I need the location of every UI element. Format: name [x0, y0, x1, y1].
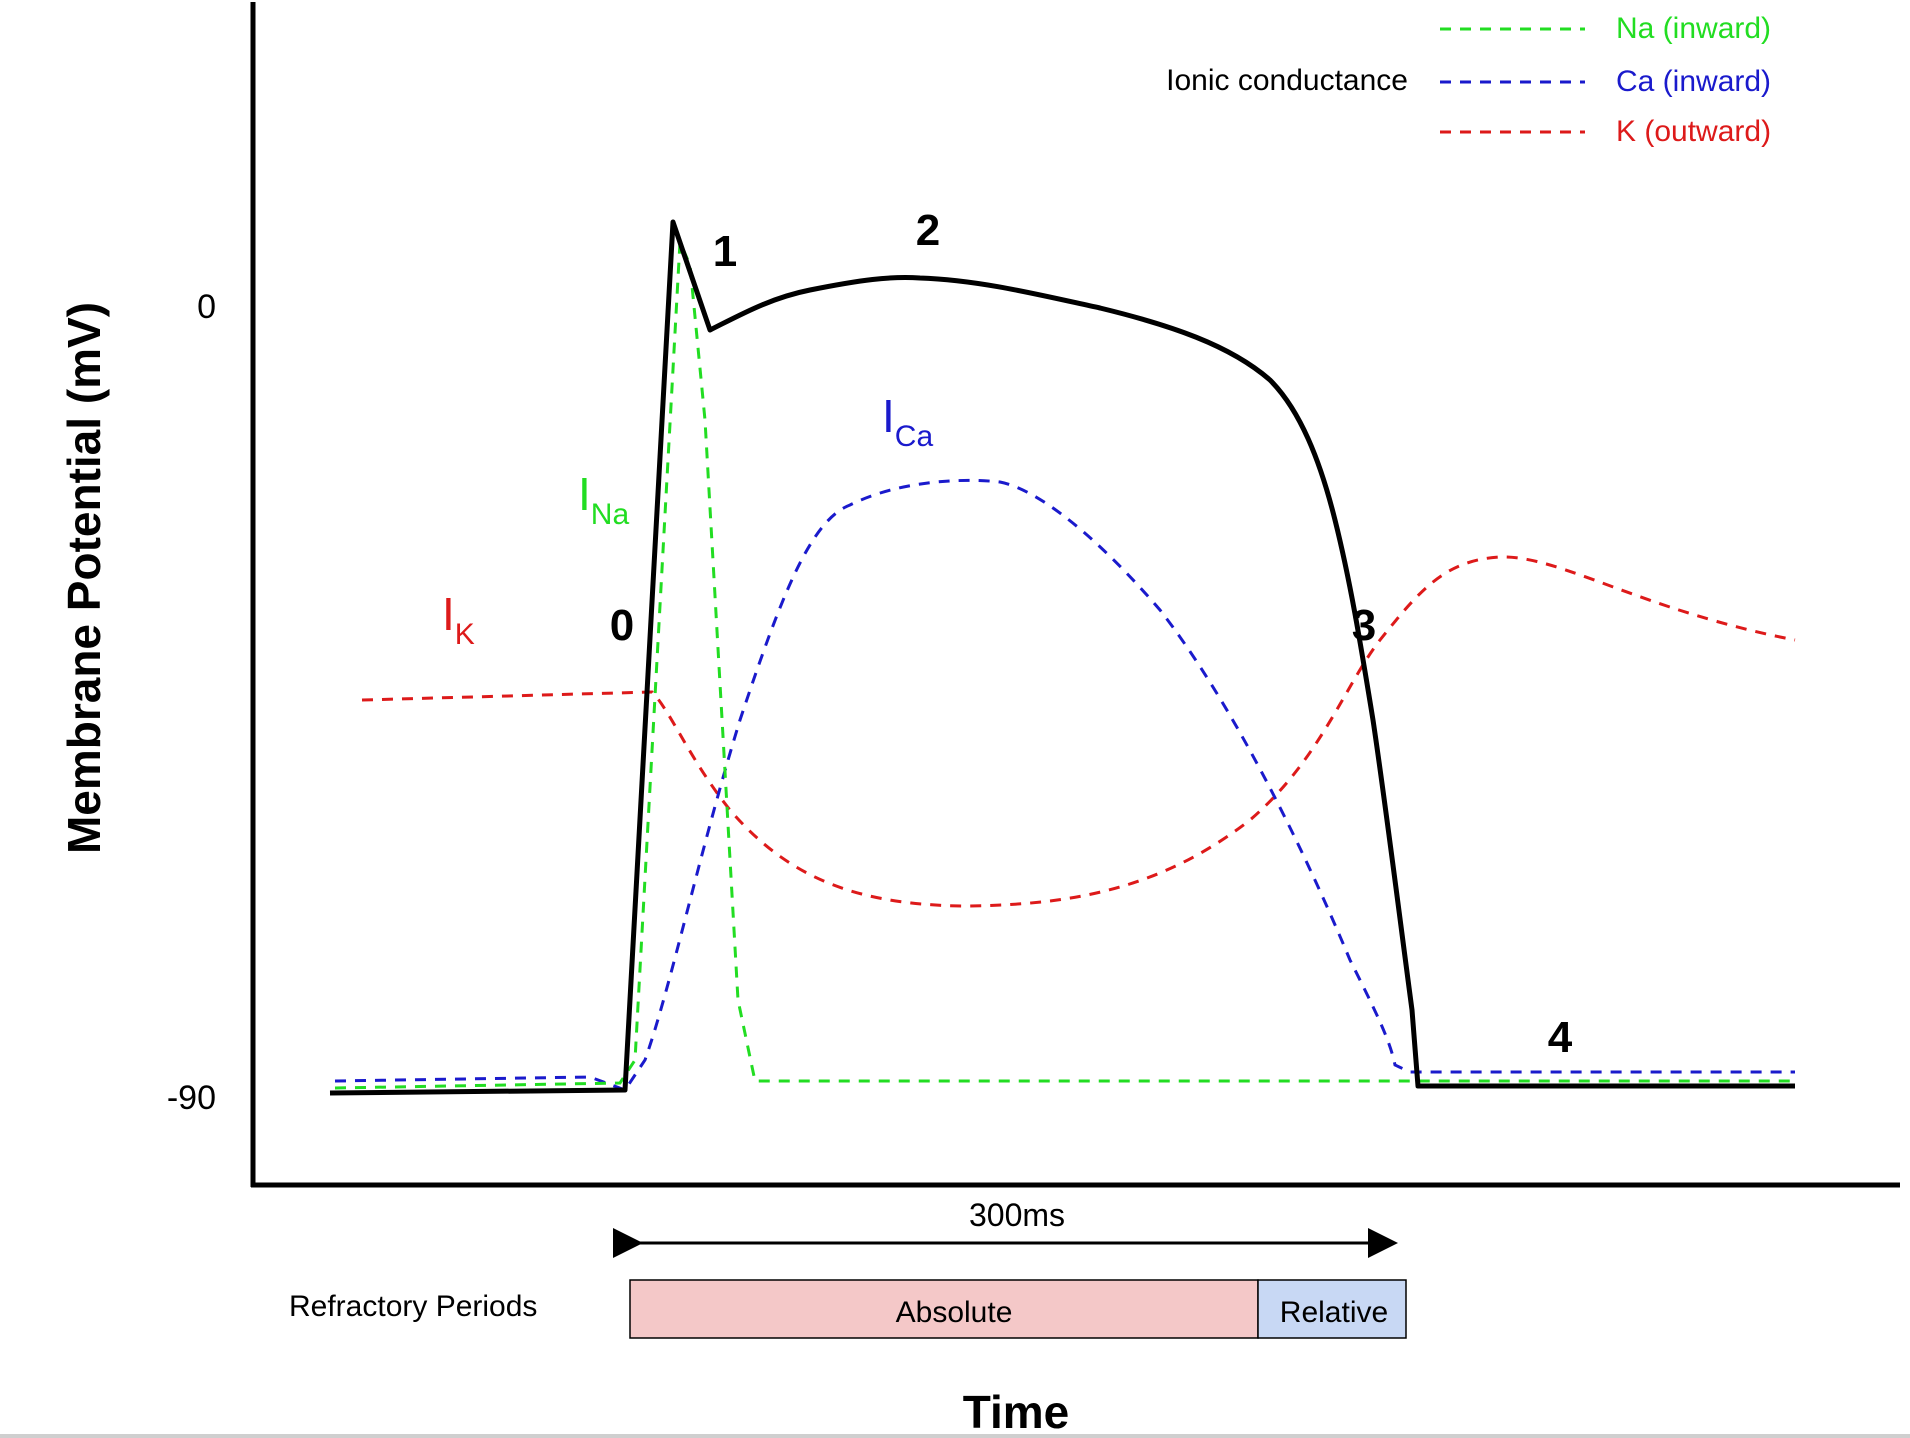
refractory-absolute-label: Absolute	[896, 1296, 1013, 1329]
current-label-k: IK	[442, 588, 475, 651]
refractory-absolute-box	[629, 1279, 1259, 1339]
na-current-curve	[334, 241, 1795, 1090]
phase-label-2: 2	[916, 206, 940, 255]
current-label-ca: ICa	[882, 390, 933, 453]
k-current-curve	[361, 555, 1796, 908]
phase-label-0: 0	[610, 601, 634, 650]
legend-title: Ionic conductance	[1166, 64, 1408, 97]
bottom-border	[0, 1434, 1910, 1438]
legend-label-k: K (outward)	[1616, 115, 1771, 148]
refractory-relative-label: Relative	[1280, 1296, 1388, 1329]
action-potential-curve	[329, 219, 1795, 1096]
y-tick-minus-90: -90	[167, 1079, 216, 1117]
duration-label: 300ms	[969, 1197, 1065, 1233]
phase-label-3: 3	[1352, 601, 1376, 650]
phase-label-1: 1	[713, 227, 737, 276]
refractory-relative-box	[1257, 1279, 1407, 1339]
legend-label-ca: Ca (inward)	[1616, 65, 1771, 98]
refractory-label: Refractory Periods	[289, 1290, 537, 1323]
x-axis-label: Time	[963, 1386, 1070, 1434]
y-axis-label: Membrane Potential (mV)	[58, 302, 110, 854]
ca-current-curve	[334, 478, 1795, 1092]
phase-label-4: 4	[1548, 1013, 1573, 1062]
legend-label-na: Na (inward)	[1616, 12, 1771, 45]
y-tick-0: 0	[197, 288, 216, 326]
current-label-na: INa	[578, 468, 629, 531]
